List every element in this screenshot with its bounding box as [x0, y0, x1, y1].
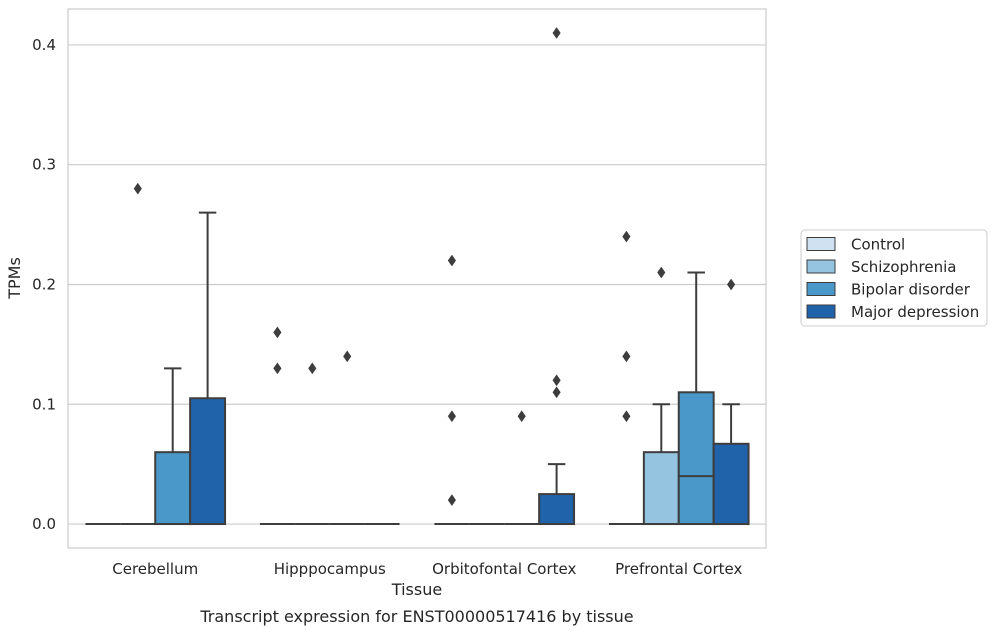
x-axis-label: Tissue — [391, 580, 442, 599]
box-control — [259, 326, 295, 526]
box-major-depression — [189, 211, 227, 526]
y-tick-label: 0.4 — [32, 36, 56, 54]
legend-swatch — [806, 282, 836, 296]
outlier-point — [552, 27, 561, 39]
outlier-point — [726, 278, 736, 291]
box-bipolar-disorder — [677, 271, 715, 526]
outlier-point — [517, 410, 526, 423]
y-tick-label: 0.1 — [32, 395, 56, 413]
y-axis-label: TPMs — [5, 257, 24, 300]
box-body — [538, 493, 576, 526]
outlier-point — [308, 362, 317, 375]
box-control — [434, 254, 470, 526]
x-tick-label: Hipppocampus — [274, 560, 386, 578]
legend-label: Major depression — [851, 303, 979, 321]
outlier-point — [273, 326, 282, 339]
outlier-point — [447, 494, 457, 507]
box-major-depression — [712, 278, 750, 526]
chart-caption: Transcript expression for ENST0000051741… — [199, 607, 633, 626]
box-bipolar-disorder — [504, 410, 540, 526]
legend-swatch — [806, 237, 836, 251]
outlier-point — [133, 182, 142, 195]
outlier-point — [343, 350, 352, 363]
outlier-point — [622, 350, 631, 363]
outlier-point — [273, 362, 282, 375]
outlier-point — [657, 266, 666, 279]
legend: Control Schizophrenia Bipolar disorder Majo… — [800, 229, 988, 327]
legend-swatch — [806, 259, 836, 274]
box-schizophrenia — [642, 266, 680, 526]
boxes — [85, 27, 750, 526]
box-body — [677, 391, 715, 526]
box-schizophrenia — [120, 182, 156, 526]
legend-label: Control — [851, 236, 905, 254]
x-tick-labels: Cerebellum Hipppocampus Orbitofontal Corte… — [112, 560, 742, 578]
y-tick-label: 0.3 — [32, 156, 56, 174]
box-body — [189, 397, 227, 526]
box-schizophrenia — [294, 362, 330, 526]
y-tick-label: 0.0 — [32, 515, 56, 533]
y-tick-labels: 0.0 0.1 0.2 0.3 0.4 — [32, 36, 56, 533]
box-bipolar-disorder — [154, 367, 192, 526]
legend-swatch — [806, 304, 836, 319]
legend-label: Bipolar disorder — [851, 281, 971, 299]
outlier-point — [622, 230, 631, 243]
box-major-depression — [538, 27, 576, 526]
outlier-point — [447, 254, 457, 267]
legend-label: Schizophrenia — [851, 258, 956, 276]
x-tick-label: Cerebellum — [112, 560, 198, 578]
outlier-point — [552, 386, 561, 399]
y-tick-label: 0.2 — [32, 275, 56, 293]
box-body — [154, 451, 192, 526]
outlier-point — [622, 410, 631, 423]
legend-frame — [800, 229, 988, 327]
x-tick-label: Orbitofontal Cortex — [432, 560, 576, 578]
x-tick-label: Prefrontal Cortex — [615, 560, 742, 578]
box-bipolar-disorder — [329, 350, 365, 526]
plot-frame — [67, 8, 767, 549]
box-control — [608, 230, 644, 526]
box-body — [642, 451, 680, 526]
outlier-point — [552, 374, 561, 387]
outlier-point — [447, 410, 457, 423]
box-body — [712, 442, 750, 526]
